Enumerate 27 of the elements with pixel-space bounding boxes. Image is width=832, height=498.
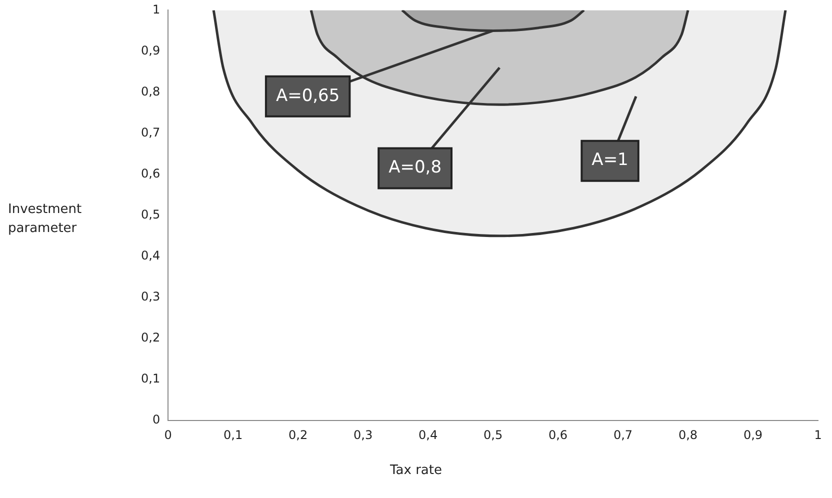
x-tick-label: 0,7 (613, 428, 633, 442)
annotation: A=0,65 (276, 86, 340, 106)
y-tick-label: 0 (152, 412, 160, 427)
y-tick-label: 0,7 (140, 125, 160, 140)
y-tick-label: 0,4 (140, 248, 160, 263)
y-tick-label: 0,5 (140, 208, 160, 222)
y-tick-label: 1 (152, 2, 160, 16)
y-axis-title: Investment parameter (8, 201, 83, 238)
y-tick-label: 0,6 (140, 166, 160, 180)
annotation: A=1 (592, 150, 628, 170)
x-axis-title: Tax rate (389, 463, 443, 478)
x-tick-label: 0,1 (224, 428, 243, 442)
y-tick-label: 0,8 (140, 84, 160, 98)
x-tick-label: 1 (814, 428, 822, 442)
x-tick-label: 0,5 (483, 428, 503, 442)
x-tick-label: 0,3 (354, 428, 373, 442)
x-tick-label: 0 (164, 428, 172, 442)
y-tick-label: 0,9 (140, 43, 160, 58)
x-tick-label: 0,8 (678, 428, 698, 442)
x-tick-label: 0,4 (418, 428, 438, 442)
x-tick-label: 0,6 (548, 428, 568, 442)
y-tick-label: 0,3 (140, 290, 160, 304)
annotation: A=0,8 (388, 158, 442, 178)
x-tick-label: 0,9 (743, 428, 763, 442)
x-tick-label: 0,2 (288, 428, 308, 442)
y-tick-label: 0,1 (140, 372, 160, 386)
y-tick-label: 0,2 (140, 330, 160, 345)
